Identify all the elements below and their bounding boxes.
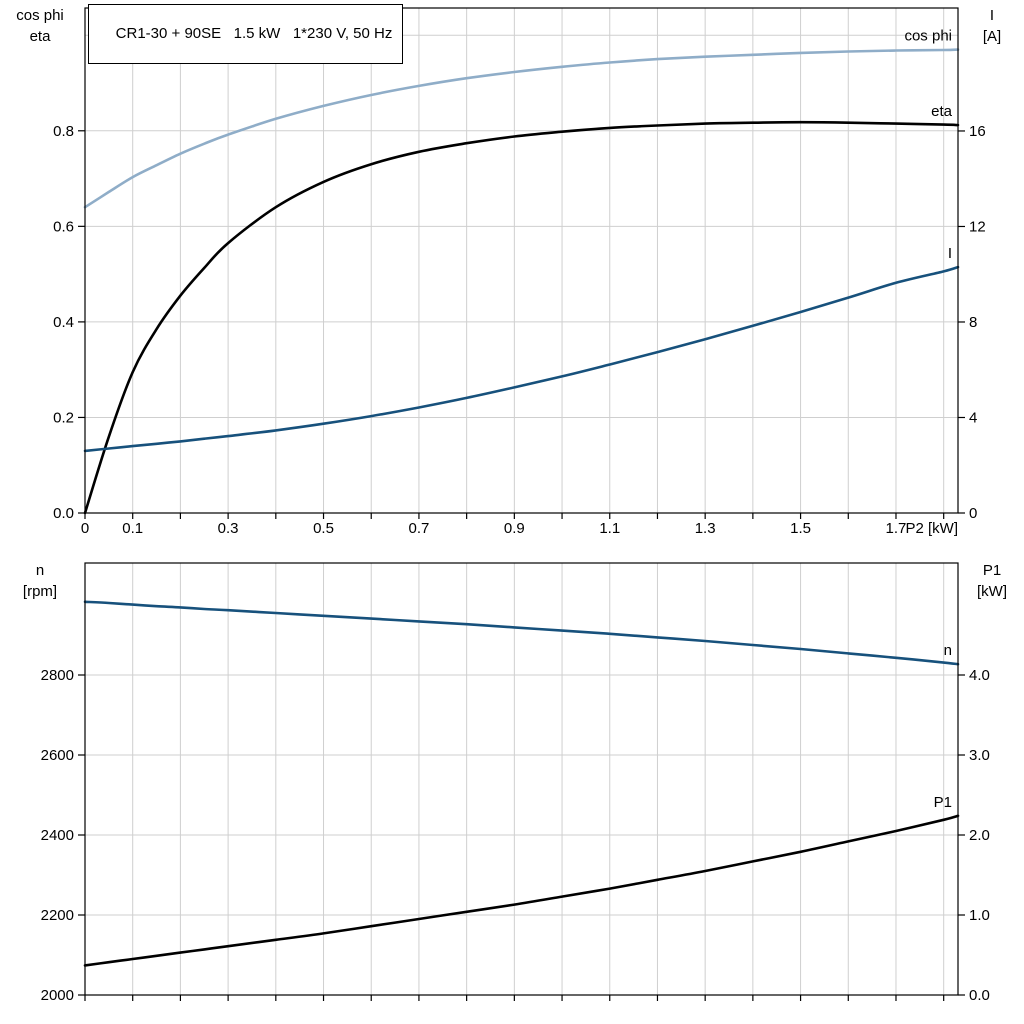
chart-title-box: CR1-30 + 90SE 1.5 kW 1*230 V, 50 Hz: [88, 4, 404, 64]
left-tick-label: 0.6: [53, 218, 74, 235]
left-tick-label: 2200: [41, 907, 74, 924]
right-axis-title-line1: I: [989, 7, 995, 24]
x-tick-label: 0.7: [409, 520, 430, 537]
curve-label-eta: eta: [931, 103, 953, 120]
right-tick-label: 12: [969, 218, 986, 235]
left-axis-title-line1: cos phi: [16, 7, 64, 24]
chart-motor-performance-curves: 0 0.1 0.3 0.5 0.7 0.9 1.1 1.3 1.5 1.7 0.0 0.2 0.4 0.6…: [53, 7, 986, 537]
left-tick-label: 0.0: [53, 505, 74, 522]
x-tick-label: 0.3: [218, 520, 239, 537]
x-axis-label-text: P2 [kW]: [905, 520, 958, 537]
left-tick-label: 2400: [41, 827, 74, 844]
top-right-axis-title: I [A]: [962, 5, 1022, 47]
left-tick-label: 0.2: [53, 409, 74, 426]
x-tick-label: 0.9: [504, 520, 525, 537]
right-tick-label: 2.0: [969, 827, 990, 844]
plot-frame: [84, 562, 959, 996]
top-left-axis-title: cos phi eta: [0, 5, 80, 47]
left-tick-label: 2600: [41, 747, 74, 764]
x-tick-label: 0: [81, 520, 89, 537]
curve-n: [83, 600, 960, 666]
right-tick-label: 0.0: [969, 987, 990, 1004]
x-tick-label: 1.3: [695, 520, 716, 537]
chart-title: CR1-30 + 90SE 1.5 kW 1*230 V, 50 Hz: [115, 25, 393, 42]
chart-motor-speed-and-input-power: 2000 2200 2400 2600 2800 0.0 1.0 2.0 3.0 4.0 n P1: [41, 562, 990, 1004]
right-tick-label: 4.0: [969, 667, 990, 684]
right-tick-label: 3.0: [969, 747, 990, 764]
left-tick-label: 2800: [41, 667, 74, 684]
speed-axis-title-line1: n: [35, 562, 45, 579]
power-axis-title-line1: P1: [982, 562, 1002, 579]
right-axis-title-line2: [A]: [982, 28, 1002, 45]
x-tick-label: 0.5: [313, 520, 334, 537]
x-tick-label: 0.1: [122, 520, 143, 537]
left-tick-label: 2000: [41, 987, 74, 1004]
right-tick-label: 1.0: [969, 907, 990, 924]
right-tick-label: 8: [969, 314, 977, 331]
curve-eta: [83, 120, 960, 515]
curve-i: [83, 265, 960, 453]
x-tick-label: 1.7: [886, 520, 907, 537]
left-axis-title-line2: eta: [29, 28, 51, 45]
left-tick-label: 0.8: [53, 123, 74, 140]
curve-label-i: I: [948, 245, 952, 262]
curve-label-n: n: [944, 642, 952, 659]
power-axis-title-line2: [kW]: [977, 583, 1007, 600]
curve-cos-phi: [83, 48, 960, 209]
plot-frame: [84, 7, 959, 514]
bottom-left-axis-title: n [rpm]: [0, 560, 80, 602]
x-tick-label: 1.5: [790, 520, 811, 537]
curve-label-cos-phi: cos phi: [904, 28, 952, 45]
curve-p1: [83, 814, 960, 967]
right-tick-label: 0: [969, 505, 977, 522]
curve-label-p1: P1: [934, 794, 952, 811]
bottom-right-axis-title: P1 [kW]: [962, 560, 1022, 602]
x-tick-label: 1.1: [599, 520, 620, 537]
left-tick-label: 0.4: [53, 314, 74, 331]
right-tick-label: 16: [969, 123, 986, 140]
speed-axis-title-line2: [rpm]: [22, 583, 58, 600]
right-tick-label: 4: [969, 409, 977, 426]
x-axis-label: P2 [kW]: [858, 520, 958, 537]
